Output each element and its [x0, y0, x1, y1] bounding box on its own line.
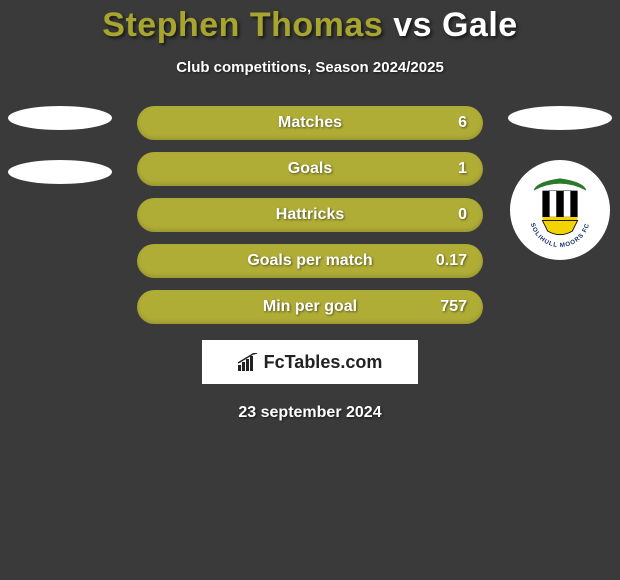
page-title: Stephen Thomas vs Gale	[0, 6, 620, 45]
stat-bar: Hattricks 0	[137, 198, 483, 232]
stat-bar: Goals per match 0.17	[137, 244, 483, 278]
photo-placeholder-icon	[8, 106, 112, 130]
stat-value: 0.17	[436, 252, 467, 270]
date-text: 23 september 2024	[0, 404, 620, 422]
vs-text: vs	[393, 6, 432, 44]
stat-label: Hattricks	[276, 206, 344, 224]
brand-text: FcTables.com	[264, 352, 383, 373]
stat-label: Matches	[278, 114, 342, 132]
stat-label: Min per goal	[263, 298, 357, 316]
stat-value: 757	[440, 298, 467, 316]
stat-bar: Goals 1	[137, 152, 483, 186]
player1-name: Stephen Thomas	[102, 6, 383, 44]
right-player-column: SOLIHULL MOORS FC	[500, 106, 620, 260]
comparison-content: Matches 6 Goals 1 Hattricks 0 Goals per match 0…	[0, 106, 620, 324]
stat-label: Goals per match	[247, 252, 372, 270]
club-crest-icon: SOLIHULL MOORS FC	[510, 160, 610, 260]
photo-placeholder-icon	[508, 106, 612, 130]
player2-name: Gale	[442, 6, 518, 44]
stat-bar: Matches 6	[137, 106, 483, 140]
stat-label: Goals	[288, 160, 332, 178]
stat-bar: Min per goal 757	[137, 290, 483, 324]
stat-value: 6	[458, 114, 467, 132]
stat-value: 0	[458, 206, 467, 224]
stat-bars: Matches 6 Goals 1 Hattricks 0 Goals per match 0…	[137, 106, 483, 324]
brand-badge: FcTables.com	[202, 340, 418, 384]
stat-value: 1	[458, 160, 467, 178]
brand-chart-icon	[238, 353, 258, 371]
photo-placeholder-icon	[8, 160, 112, 184]
subtitle: Club competitions, Season 2024/2025	[0, 59, 620, 76]
left-player-column	[0, 106, 120, 214]
